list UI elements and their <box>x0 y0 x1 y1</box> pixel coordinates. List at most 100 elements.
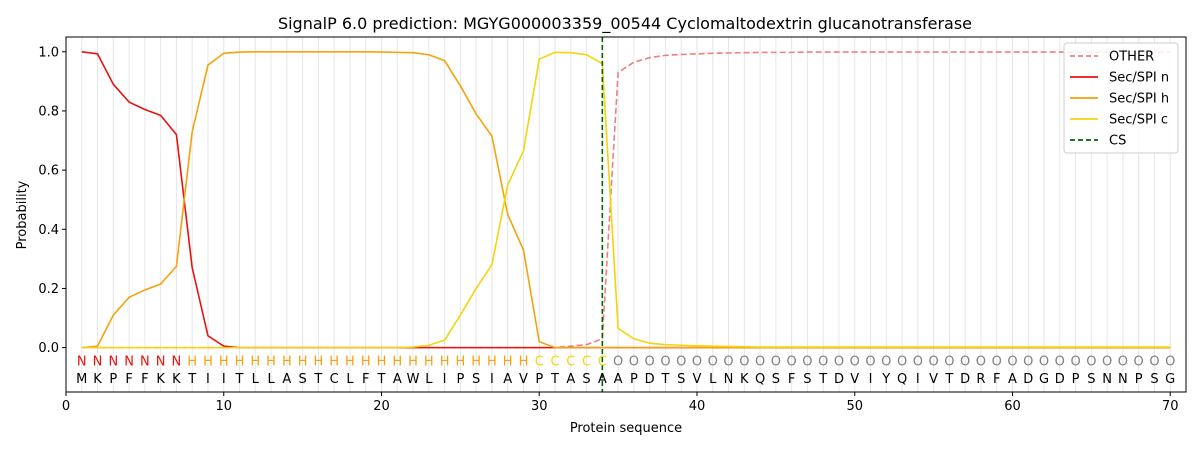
region-label: O <box>1007 354 1017 369</box>
region-label: H <box>187 354 197 369</box>
region-label: H <box>266 354 276 369</box>
residue-label: P <box>109 372 117 387</box>
residue-label: S <box>298 372 306 387</box>
region-label: C <box>566 354 575 369</box>
residue-label: C <box>330 372 339 387</box>
residue-label: D <box>1055 372 1065 387</box>
y-tick-label: 0.2 <box>38 282 59 297</box>
residue-label: G <box>1165 372 1175 387</box>
residue-label: Q <box>755 372 765 387</box>
region-label: O <box>1086 354 1096 369</box>
region-label: O <box>865 354 875 369</box>
region-label: O <box>629 354 639 369</box>
residue-label: S <box>582 372 590 387</box>
region-label: H <box>314 354 324 369</box>
region-label: O <box>1118 354 1128 369</box>
region-label: O <box>787 354 797 369</box>
residue-label: A <box>566 372 575 387</box>
region-label: O <box>928 354 938 369</box>
region-label: H <box>282 354 292 369</box>
region-label: H <box>250 354 260 369</box>
region-label: O <box>834 354 844 369</box>
region-label: H <box>345 354 355 369</box>
residue-label: K <box>93 372 102 387</box>
residue-label: L <box>267 372 275 387</box>
region-label: O <box>1102 354 1112 369</box>
residue-label: K <box>156 372 165 387</box>
residue-label: L <box>425 372 433 387</box>
legend-label: Sec/SPI n <box>1109 71 1169 86</box>
residue-label: S <box>1087 372 1095 387</box>
residue-label: N <box>724 372 734 387</box>
region-label: O <box>850 354 860 369</box>
x-axis-label: Protein sequence <box>570 421 682 436</box>
residue-label: P <box>456 372 464 387</box>
residue-label: T <box>187 372 196 387</box>
region-label: O <box>1070 354 1080 369</box>
region-label: O <box>1039 354 1049 369</box>
residue-label: I <box>443 372 447 387</box>
residue-label: K <box>740 372 749 387</box>
x-tick-label: 70 <box>1162 399 1179 414</box>
region-label: C <box>550 354 559 369</box>
region-label: H <box>298 354 308 369</box>
residue-label: V <box>519 372 528 387</box>
residue-label: S <box>472 372 480 387</box>
residue-label: A <box>393 372 402 387</box>
residue-label: W <box>407 372 420 387</box>
region-label: O <box>1134 354 1144 369</box>
region-label: H <box>440 354 450 369</box>
region-label: O <box>802 354 812 369</box>
region-label: H <box>487 354 497 369</box>
region-label: O <box>944 354 954 369</box>
x-tick-label: 0 <box>62 399 70 414</box>
residue-label: I <box>916 372 920 387</box>
residue-label: A <box>614 372 623 387</box>
residue-label: A <box>503 372 512 387</box>
residue-label: S <box>803 372 811 387</box>
residue-label: L <box>346 372 354 387</box>
region-label: H <box>219 354 229 369</box>
region-label: O <box>771 354 781 369</box>
residue-label: V <box>850 372 859 387</box>
region-label: O <box>881 354 891 369</box>
region-label: O <box>676 354 686 369</box>
region-label: O <box>692 354 702 369</box>
residue-label: G <box>1039 372 1049 387</box>
residue-label: S <box>772 372 780 387</box>
region-label: O <box>913 354 923 369</box>
y-tick-label: 0.4 <box>38 223 59 238</box>
y-tick-label: 0.8 <box>38 104 59 119</box>
residue-label: A <box>598 372 607 387</box>
gridlines <box>81 37 1171 392</box>
residue-label: Q <box>897 372 907 387</box>
series-line-sec-spi-c <box>81 51 1171 349</box>
region-label: N <box>156 354 166 369</box>
residue-label: A <box>282 372 291 387</box>
residue-label: F <box>141 372 148 387</box>
residue-label: D <box>960 372 970 387</box>
legend-label: Sec/SPI h <box>1109 92 1169 107</box>
residue-label: T <box>313 372 322 387</box>
x-axis-ticks: 0 10 20 30 40 50 60 70 <box>62 392 1179 414</box>
region-label: N <box>108 354 118 369</box>
region-label: C <box>582 354 591 369</box>
residue-label: P <box>535 372 543 387</box>
x-tick-label: 40 <box>689 399 706 414</box>
region-label: O <box>897 354 907 369</box>
residue-label: I <box>490 372 494 387</box>
region-label: N <box>124 354 134 369</box>
y-tick-label: 1.0 <box>38 45 59 60</box>
x-tick-label: 50 <box>846 399 863 414</box>
region-label: H <box>203 354 213 369</box>
y-tick-label: 0.6 <box>38 164 59 179</box>
region-label: O <box>976 354 986 369</box>
legend-box <box>1063 42 1179 154</box>
region-label: C <box>535 354 544 369</box>
residue-label: F <box>125 372 132 387</box>
residue-label: V <box>693 372 702 387</box>
region-label: O <box>645 354 655 369</box>
legend-label: Sec/SPI c <box>1109 113 1168 128</box>
residue-label: M <box>76 372 87 387</box>
